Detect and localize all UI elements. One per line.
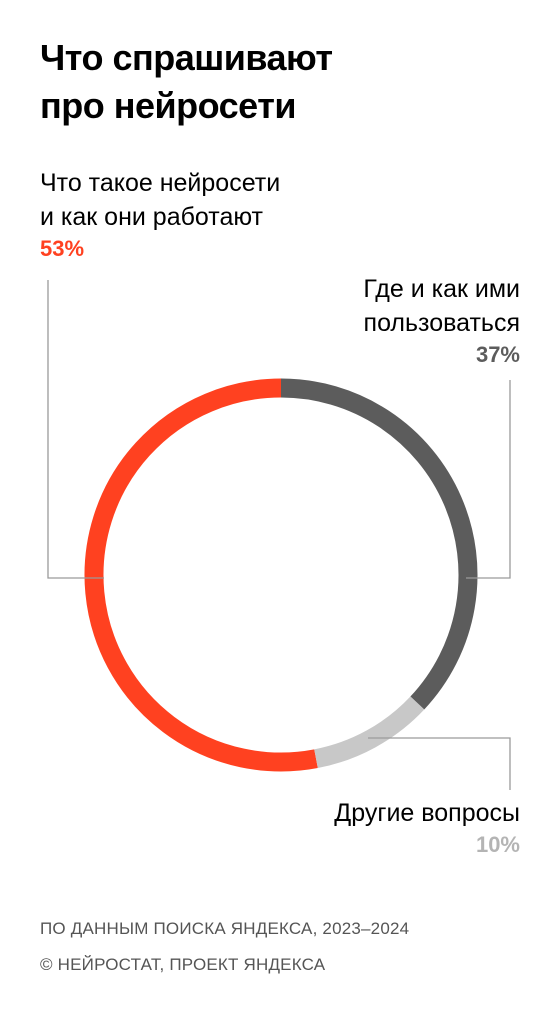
slice-label-what-is-line-2: и как они работают: [40, 203, 264, 231]
leader-line-other: [368, 737, 511, 790]
slice-label-how-to-use-line-1: Где и как ими: [363, 275, 520, 303]
chart-title-line-1: Что спрашивают: [40, 37, 333, 78]
slice-label-what-is: Что такое нейросети и как они работают 5…: [40, 166, 280, 264]
slice-label-how-to-use: Где и как ими пользоваться 37%: [363, 272, 520, 370]
slice-value-what-is: 53%: [40, 236, 85, 261]
chart-title-line-2: про нейросети: [40, 85, 296, 126]
slice-label-what-is-line-1: Что такое нейросети: [40, 169, 281, 197]
slice-label-other: Другие вопросы 10%: [334, 796, 520, 860]
chart-title: Что спрашивают про нейросети: [40, 34, 333, 130]
copyright-note: © НЕЙРОСТАТ, ПРОЕКТ ЯНДЕКСА: [40, 955, 326, 974]
slice-value-other: 10%: [475, 832, 520, 857]
donut-slice-other: [314, 696, 425, 769]
leader-line-what-is: [47, 280, 104, 579]
donut-slice-what-is: [84, 378, 318, 772]
leader-line-how-to-use: [466, 380, 511, 579]
slice-label-how-to-use-line-2: пользоваться: [363, 309, 520, 337]
slice-label-other-line-1: Другие вопросы: [334, 799, 520, 827]
slice-value-how-to-use: 37%: [475, 342, 520, 367]
source-note: ПО ДАННЫМ ПОИСКА ЯНДЕКСА, 2023–2024: [40, 919, 410, 938]
donut-slice-how-to-use: [280, 378, 478, 710]
